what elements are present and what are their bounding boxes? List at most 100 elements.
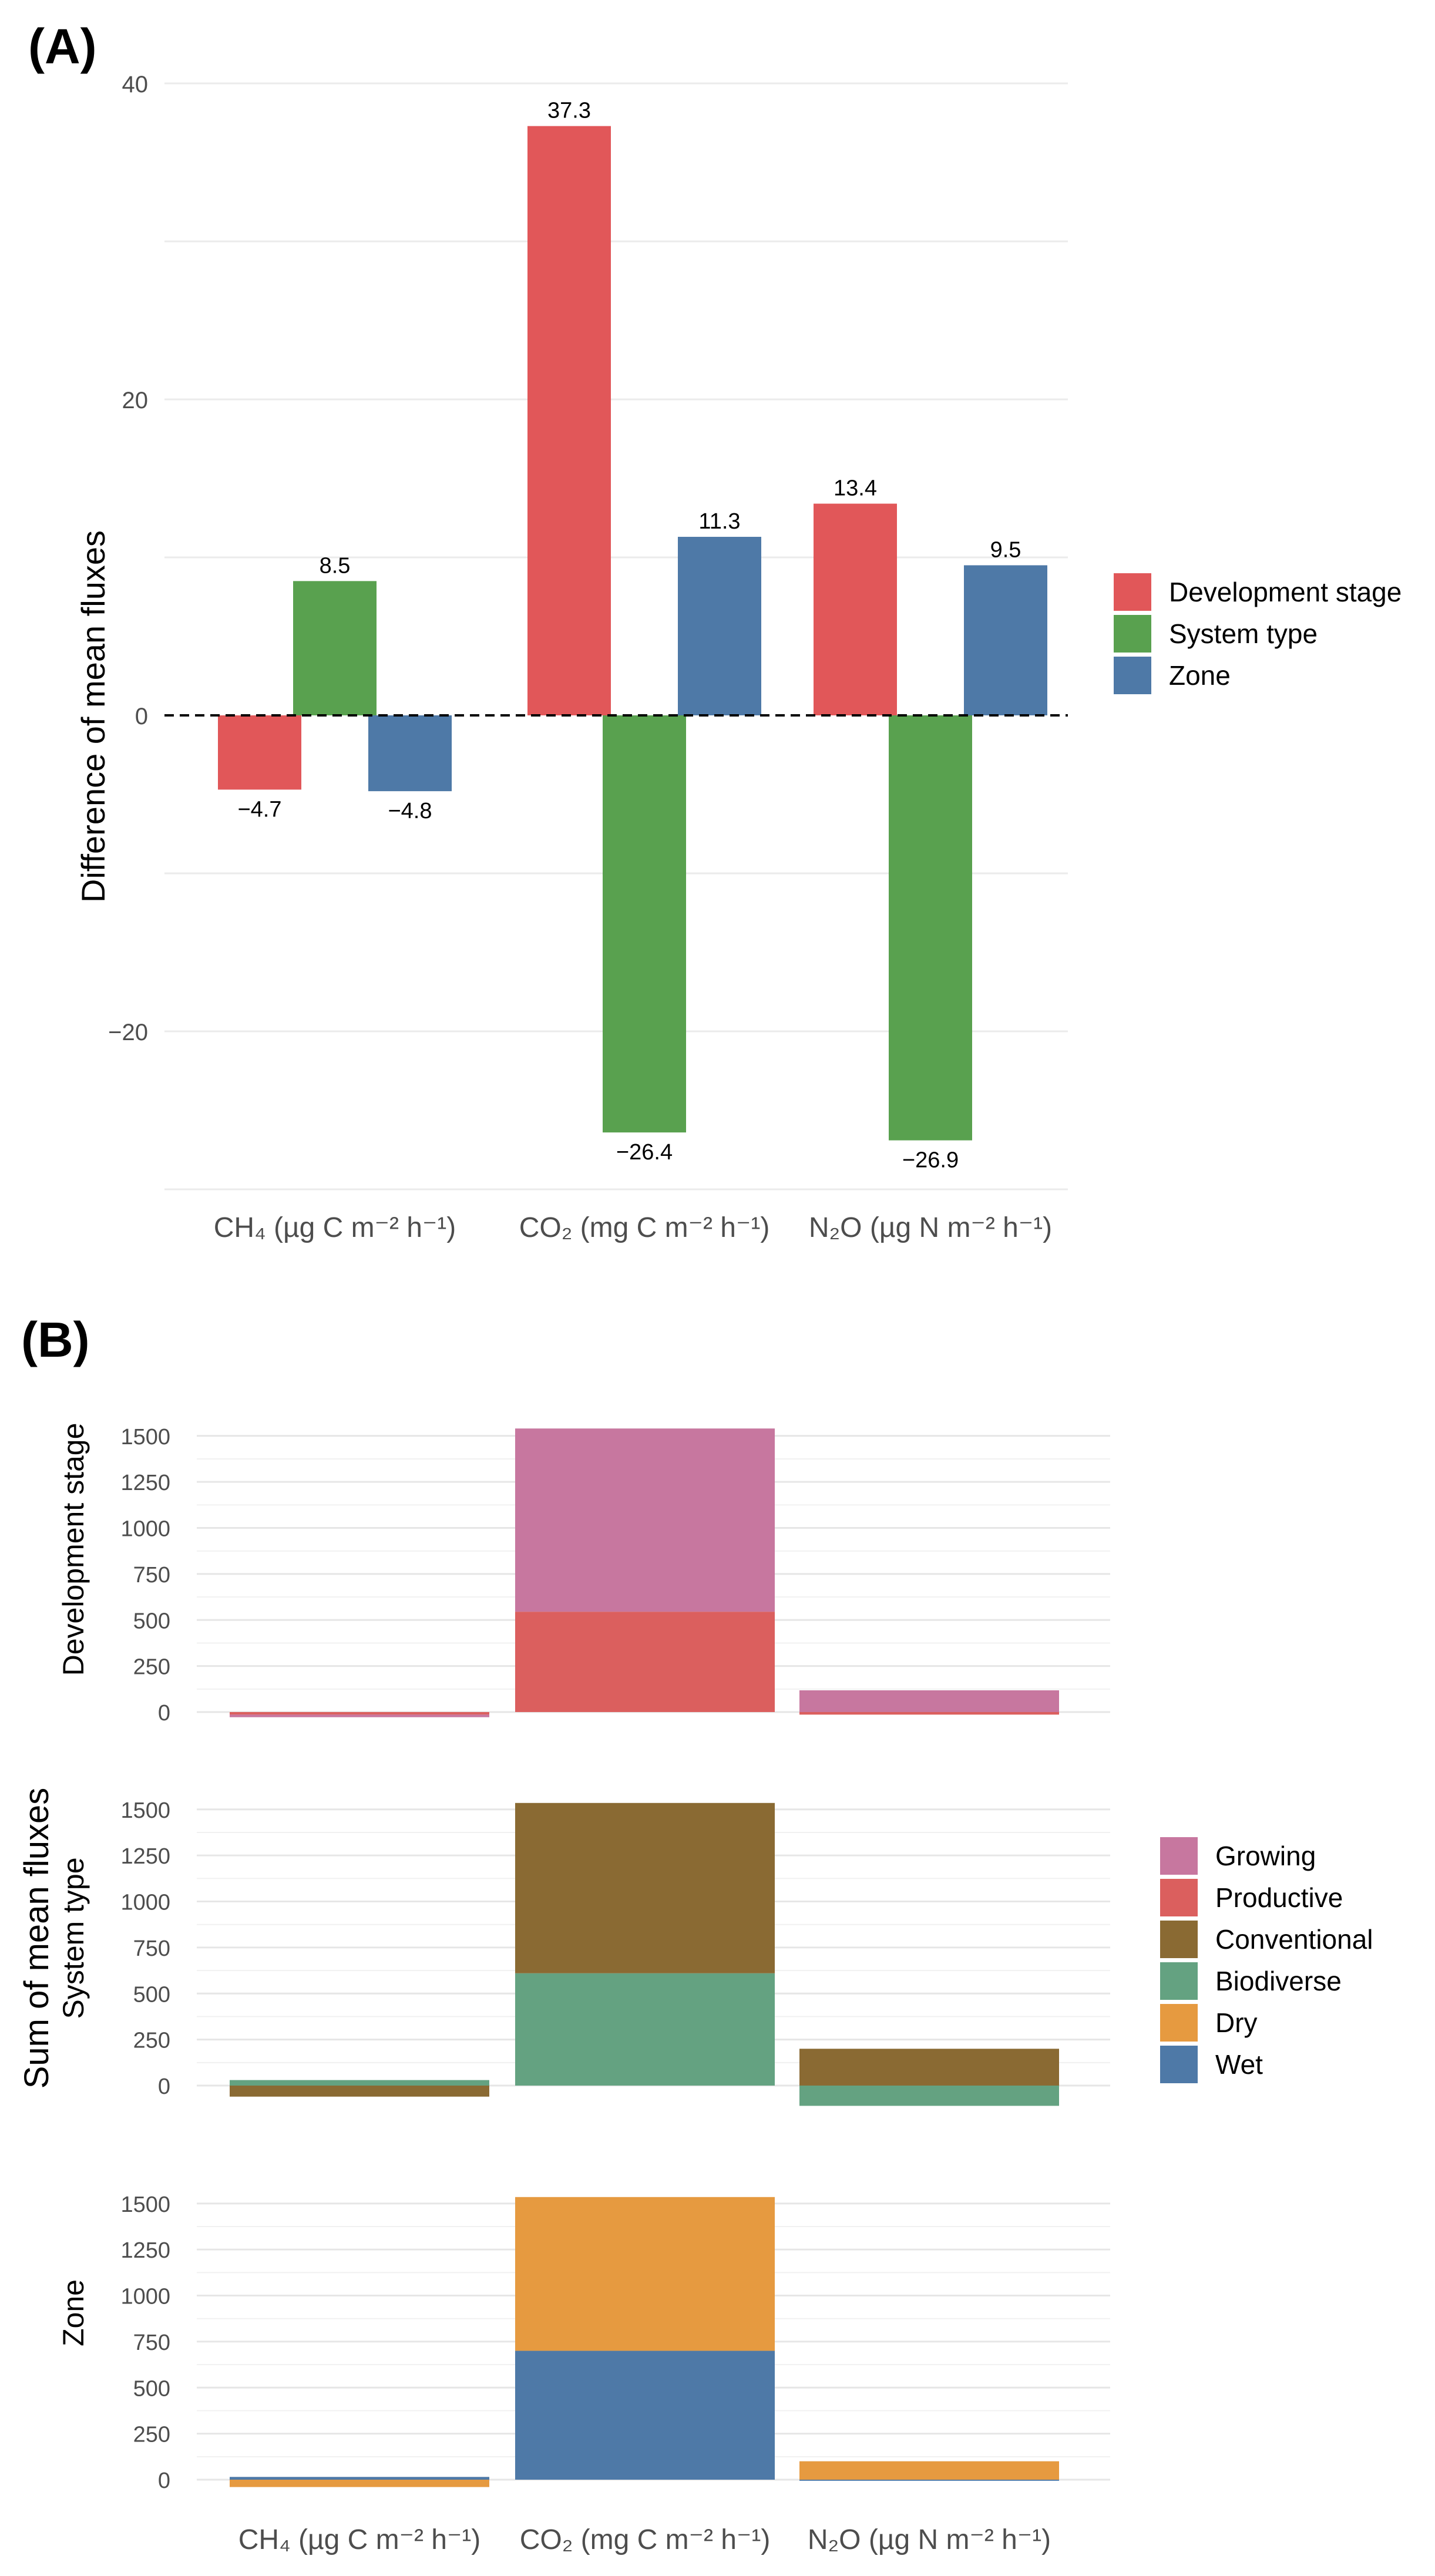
bar-zone-dry-ch4 — [230, 2480, 489, 2487]
bar-zone-n2o — [964, 565, 1047, 715]
y-tick-label: 250 — [133, 1655, 170, 1680]
y-tick-label: 750 — [133, 1936, 170, 1961]
y-tick-label: −20 — [108, 1020, 148, 1045]
panel-b-x-ticks: CH₄ (µg C m⁻² h⁻¹) CO₂ (mg C m⁻² h⁻¹) N₂O … — [238, 2524, 1051, 2555]
y-tick-label: 1500 — [120, 2192, 170, 2217]
panel-a-legend: Development stage System type Zone — [1114, 573, 1402, 694]
data-label-development-stage-n2o: 13.4 — [834, 476, 877, 501]
y-tick-label: 1500 — [120, 1425, 170, 1450]
bar-development-stage-growing-co2 — [515, 1428, 775, 1612]
bar-development-stage-productive-co2 — [515, 1612, 775, 1712]
x-tick-label-co2: CO₂ (mg C m⁻² h⁻¹) — [520, 2524, 771, 2555]
bar-system-type-biodiverse-ch4 — [230, 2080, 489, 2086]
facet-label-zone: Zone — [57, 2279, 90, 2346]
legend-swatch-conventional — [1160, 1921, 1198, 1958]
y-tick-label: 0 — [158, 2469, 170, 2493]
y-tick-label: 750 — [133, 2330, 170, 2355]
y-tick-label: 1250 — [120, 1844, 170, 1869]
data-label-system-type-co2: −26.4 — [616, 1140, 673, 1165]
legend-label-system-type: System type — [1169, 618, 1318, 649]
bar-system-type-conventional-ch4 — [230, 2086, 489, 2097]
legend-swatch-system-type — [1114, 615, 1151, 653]
y-tick-label: 1000 — [120, 2285, 170, 2309]
panel-a-label: (A) — [28, 19, 97, 74]
y-tick-label: 250 — [133, 2029, 170, 2053]
panel-b-y-ticks: 0 250 500 750 1000 1250 1500 0 250 500 750 1000 1250… — [120, 1425, 170, 2493]
y-tick-label: 0 — [158, 1701, 170, 1726]
x-tick-label-ch4: CH₄ (µg C m⁻² h⁻¹) — [214, 1212, 456, 1243]
panel-a-y-axis-label: Difference of mean fluxes — [75, 530, 112, 903]
bar-development-stage-productive-n2o — [799, 1712, 1059, 1715]
data-label-development-stage-co2: 37.3 — [547, 99, 591, 123]
bar-system-type-conventional-n2o — [799, 2049, 1059, 2086]
legend-label-dry: Dry — [1215, 2007, 1258, 2038]
y-tick-label: 250 — [133, 2423, 170, 2447]
facet-label-system-type: System type — [57, 1857, 90, 2019]
x-tick-label-ch4: CH₄ (µg C m⁻² h⁻¹) — [238, 2524, 481, 2555]
data-label-system-type-n2o: −26.9 — [902, 1148, 959, 1173]
bar-zone-wet-n2o — [799, 2480, 1059, 2481]
bar-development-stage-co2 — [527, 126, 611, 715]
bar-system-type-ch4 — [293, 581, 377, 715]
y-tick-label: 750 — [133, 1563, 170, 1588]
legend-label-biodiverse: Biodiverse — [1215, 1966, 1342, 1996]
panel-a-y-ticks: −20 0 20 40 — [108, 72, 148, 1045]
y-tick-label: 0 — [135, 704, 148, 729]
bar-development-stage-ch4 — [218, 715, 301, 790]
y-tick-label: 500 — [133, 1609, 170, 1633]
bar-system-type-conventional-co2 — [515, 1802, 775, 1973]
panel-b-y-axis-label: Sum of mean fluxes — [18, 1788, 56, 2089]
bar-development-stage-n2o — [814, 503, 897, 715]
legend-swatch-dry — [1160, 2004, 1198, 2042]
bar-system-type-biodiverse-co2 — [515, 1973, 775, 2086]
facet-label-development-stage: Development stage — [57, 1423, 90, 1676]
legend-swatch-zone — [1114, 657, 1151, 694]
bar-zone-ch4 — [368, 715, 452, 792]
legend-swatch-development-stage — [1114, 573, 1151, 611]
bar-zone-dry-co2 — [515, 2197, 775, 2351]
bar-development-stage-productive-ch4 — [230, 1712, 489, 1715]
x-tick-label-n2o: N₂O (µg N m⁻² h⁻¹) — [809, 1212, 1052, 1243]
legend-label-growing: Growing — [1215, 1841, 1316, 1871]
legend-swatch-biodiverse — [1160, 1962, 1198, 2000]
panel-a-bars: −4.7 37.3 13.4 8.5 −26.4 −26.9 −4.8 11.3 9.5 — [164, 99, 1068, 1173]
legend-swatch-productive — [1160, 1879, 1198, 1916]
data-label-system-type-ch4: 8.5 — [320, 553, 351, 578]
bar-development-stage-growing-n2o — [799, 1690, 1059, 1712]
y-tick-label: 500 — [133, 2376, 170, 2401]
x-tick-label-co2: CO₂ (mg C m⁻² h⁻¹) — [519, 1212, 770, 1243]
legend-swatch-wet — [1160, 2046, 1198, 2083]
bar-zone-dry-n2o — [799, 2461, 1059, 2480]
y-tick-label: 1000 — [120, 1891, 170, 1915]
panel-b-legend: Growing Productive Conventional Biodiver… — [1160, 1837, 1373, 2083]
data-label-zone-ch4: −4.8 — [388, 799, 432, 823]
panel-a-x-ticks: CH₄ (µg C m⁻² h⁻¹) CO₂ (mg C m⁻² h⁻¹) N₂O … — [214, 1212, 1052, 1243]
bar-system-type-biodiverse-n2o — [799, 2086, 1059, 2106]
y-tick-label: 1000 — [120, 1517, 170, 1542]
y-tick-label: 1250 — [120, 1471, 170, 1495]
legend-swatch-growing — [1160, 1837, 1198, 1875]
data-label-zone-n2o: 9.5 — [990, 537, 1021, 562]
bar-system-type-co2 — [603, 715, 686, 1133]
y-tick-label: 1250 — [120, 2238, 170, 2263]
panel-b-bars — [230, 1428, 1059, 2487]
legend-label-productive: Productive — [1215, 1882, 1343, 1913]
y-tick-label: 0 — [158, 2074, 170, 2099]
panel-b-label: (B) — [21, 1312, 90, 1367]
bar-system-type-n2o — [889, 715, 972, 1141]
legend-label-development-stage: Development stage — [1169, 577, 1402, 607]
bar-development-stage-growing-ch4 — [230, 1714, 489, 1717]
bar-zone-co2 — [678, 537, 761, 715]
bar-zone-wet-co2 — [515, 2350, 775, 2480]
x-tick-label-n2o: N₂O (µg N m⁻² h⁻¹) — [808, 2524, 1051, 2555]
data-label-development-stage-ch4: −4.7 — [237, 797, 281, 822]
legend-label-conventional: Conventional — [1215, 1924, 1373, 1955]
y-tick-label: 40 — [122, 72, 149, 97]
data-label-zone-co2: 11.3 — [698, 509, 740, 534]
legend-label-wet: Wet — [1215, 2049, 1263, 2080]
y-tick-label: 500 — [133, 1982, 170, 2007]
bar-zone-wet-ch4 — [230, 2477, 489, 2480]
y-tick-label: 1500 — [120, 1798, 170, 1823]
legend-label-zone: Zone — [1169, 660, 1231, 691]
